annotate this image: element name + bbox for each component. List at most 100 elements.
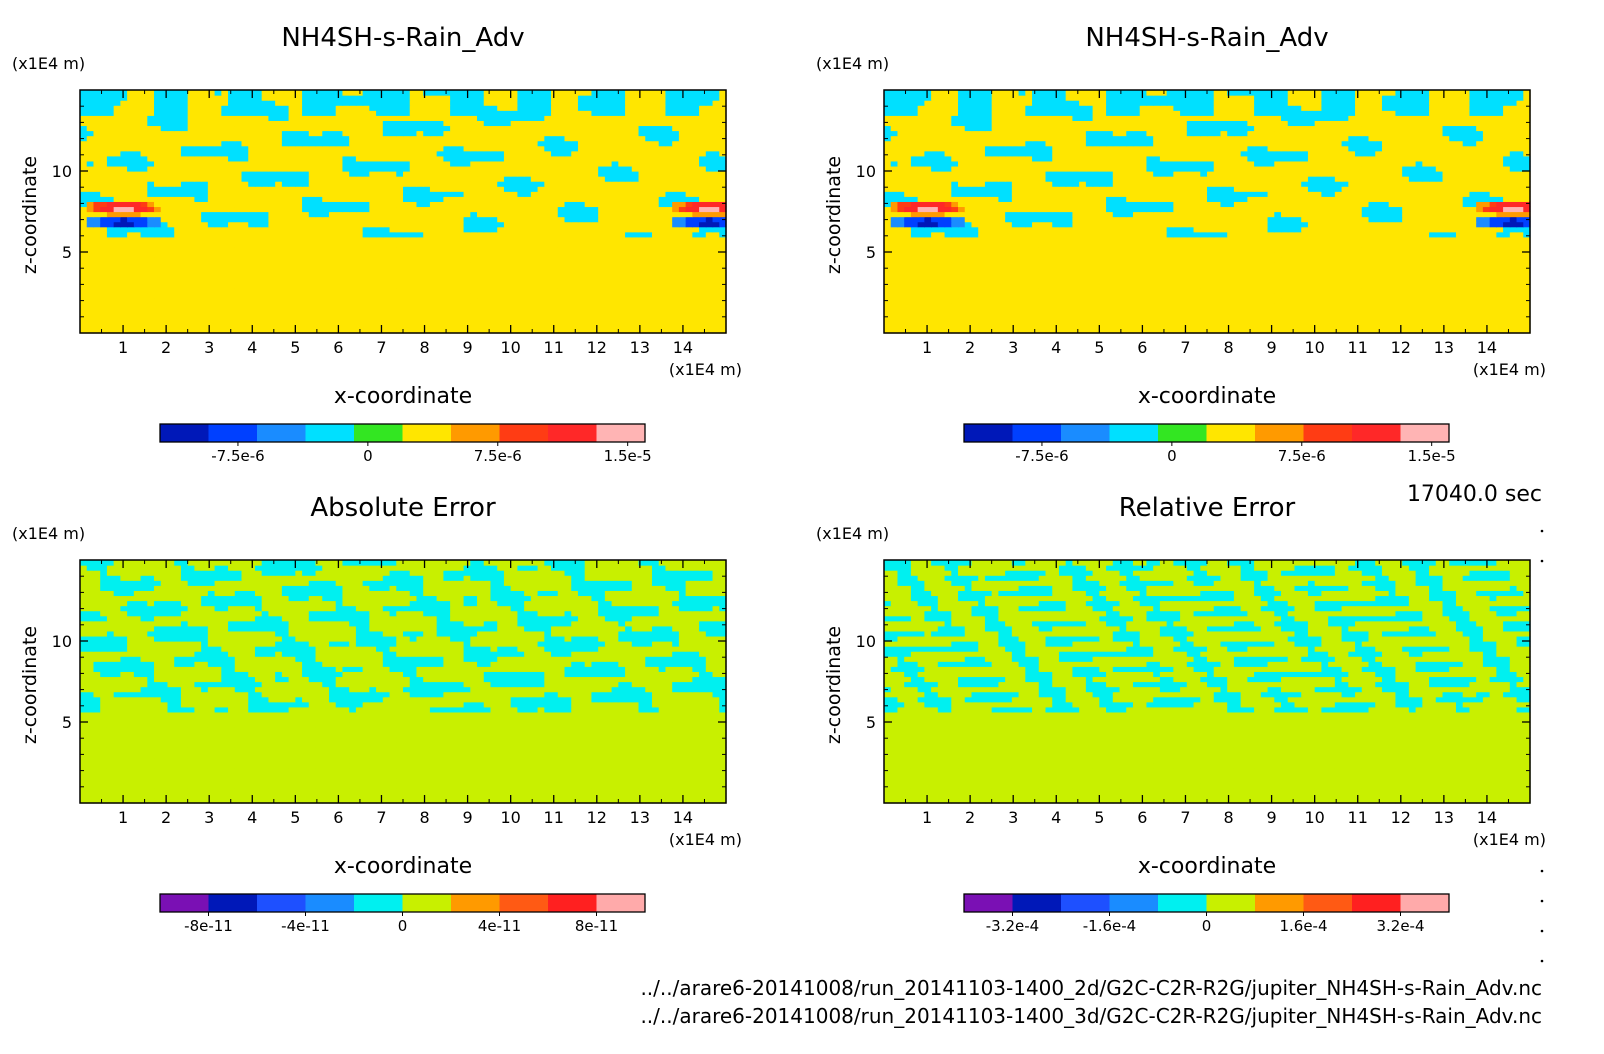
heatmap-cell [349, 322, 357, 329]
heatmap-cell [93, 226, 101, 233]
heatmap-cell [658, 267, 667, 273]
heatmap-cell [302, 186, 310, 192]
heatmap-cell [254, 327, 263, 334]
heatmap-cell [598, 211, 606, 218]
heatmap-cell [1469, 327, 1477, 334]
heatmap-cell [268, 327, 276, 334]
heatmap-cell [544, 171, 552, 177]
heatmap-cell [369, 322, 377, 329]
heatmap-cell [382, 110, 391, 116]
heatmap-cell [322, 135, 330, 142]
heatmap-cell [598, 186, 606, 192]
heatmap-cell [369, 257, 377, 263]
heatmap-cell [672, 165, 680, 172]
heatmap-cell [571, 287, 579, 294]
heatmap-cell [221, 196, 229, 202]
heatmap-cell [328, 196, 337, 202]
heatmap-cell [248, 287, 256, 294]
heatmap-cell [604, 130, 613, 137]
heatmap-cell [477, 196, 485, 202]
heatmap-cell [308, 171, 317, 177]
heatmap-cell [308, 125, 317, 132]
heatmap-cell [261, 191, 270, 197]
heatmap-cell [497, 155, 505, 162]
heatmap-cell [382, 206, 391, 213]
heatmap-cell [571, 252, 579, 258]
heatmap-cell [349, 317, 357, 324]
heatmap-cell [241, 226, 249, 233]
heatmap-cell [577, 125, 586, 132]
heatmap-cell [1307, 322, 1316, 329]
heatmap-cell [611, 171, 619, 177]
heatmap-cell [598, 181, 606, 187]
heatmap-cell [490, 155, 498, 162]
x-axis-label: x-coordinate [334, 384, 472, 409]
heatmap-cell [201, 155, 209, 162]
heatmap-cell [302, 252, 310, 258]
heatmap-cell [429, 312, 438, 319]
heatmap-cell [86, 252, 95, 258]
heatmap-cell [564, 211, 572, 218]
heatmap-cell [618, 125, 626, 132]
heatmap-cell [618, 145, 626, 152]
heatmap-cell [322, 287, 330, 294]
heatmap-cell [133, 262, 142, 268]
heatmap-cell [180, 150, 189, 157]
heatmap-cell [416, 100, 424, 106]
heatmap-cell [409, 282, 418, 289]
heatmap-cell [133, 171, 142, 177]
heatmap-cell [692, 307, 700, 314]
heatmap-cell [281, 95, 290, 101]
heatmap-cell [403, 150, 411, 157]
heatmap-cell [207, 130, 216, 137]
heatmap-cell [584, 292, 593, 299]
heatmap-cell [910, 327, 919, 334]
heatmap-cell [658, 226, 667, 233]
heatmap-cell [147, 302, 155, 309]
heatmap-cell [598, 267, 606, 273]
heatmap-cell [1045, 327, 1053, 334]
heatmap-cell [335, 191, 344, 197]
heatmap-cell [174, 120, 182, 127]
heatmap-cell [93, 312, 101, 319]
heatmap-cell [174, 105, 182, 111]
heatmap-cell [497, 272, 505, 278]
heatmap-cell [187, 145, 195, 152]
heatmap-cell [174, 100, 182, 106]
heatmap-cell [604, 272, 613, 278]
heatmap-cell [604, 262, 613, 268]
heatmap-cell [396, 150, 404, 157]
heatmap-cell [705, 216, 714, 223]
heatmap-cell [315, 246, 323, 253]
heatmap-cell [201, 181, 209, 187]
heatmap-cell [618, 241, 626, 248]
heatmap-cell [201, 257, 209, 263]
heatmap-cell [147, 312, 155, 319]
heatmap-cell [497, 186, 505, 192]
heatmap-cell [463, 186, 471, 192]
heatmap-cell [483, 201, 492, 208]
heatmap-cell [127, 150, 135, 157]
heatmap-cell [584, 231, 593, 238]
heatmap-cell [645, 267, 653, 273]
heatmap-cell [672, 186, 680, 192]
heatmap-cell [86, 302, 95, 309]
heatmap-cell [241, 155, 249, 162]
heatmap-cell [692, 120, 700, 127]
heatmap-cell [160, 236, 169, 243]
heatmap-cell [187, 246, 195, 253]
heatmap-cell [470, 196, 478, 202]
heatmap-cell [524, 165, 532, 172]
heatmap-cell [584, 282, 593, 289]
heatmap-cell [106, 100, 115, 106]
heatmap-cell [342, 100, 350, 106]
heatmap-cell [984, 322, 993, 329]
heatmap-cell [396, 307, 404, 314]
heatmap-cell [456, 287, 465, 294]
heatmap-cell [625, 160, 633, 167]
heatmap-cell [530, 95, 539, 101]
heatmap-cell [443, 272, 451, 278]
heatmap-cell [154, 105, 162, 111]
heatmap-cell [564, 226, 572, 233]
heatmap-cell [322, 257, 330, 263]
